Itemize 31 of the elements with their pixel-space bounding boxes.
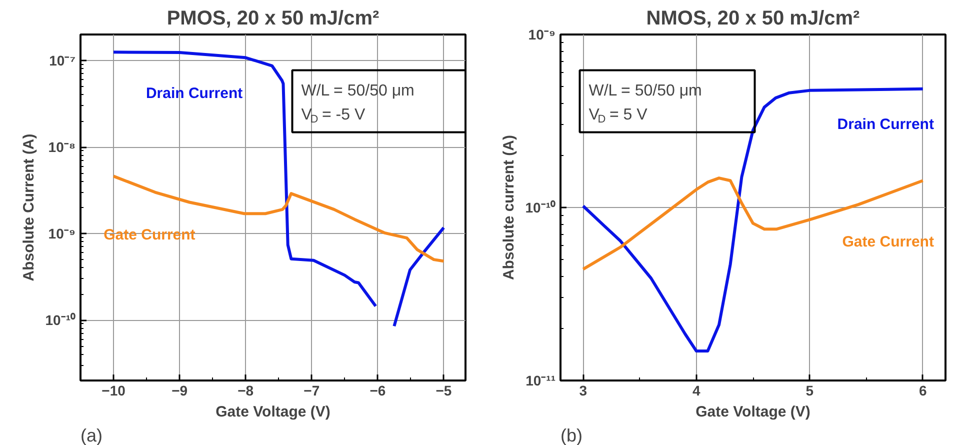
chart-title: PMOS, 20 x 50 mJ/cm² <box>166 8 380 30</box>
y-axis-title: Absolute Current (A) <box>20 134 38 282</box>
y-tick-label: 10⁻¹⁰ <box>525 200 556 216</box>
y-tick-label: 10⁻⁹ <box>528 26 556 42</box>
chart-title: NMOS, 20 x 50 mJ/cm² <box>646 8 860 30</box>
series-label: Gate Current <box>104 226 196 244</box>
y-tick-label: 10⁻⁸ <box>48 139 76 156</box>
series-label: Drain Current <box>146 84 243 102</box>
x-tick-label: −9 <box>172 382 188 398</box>
x-axis-title: Gate Voltage (V) <box>216 404 330 420</box>
x-tick-label: −7 <box>304 382 320 398</box>
x-tick-label: −6 <box>370 382 386 398</box>
y-tick-label: 10⁻⁷ <box>49 52 76 69</box>
annotation: W/L = 50/50 μm <box>301 82 414 100</box>
x-tick-label: 5 <box>806 382 814 398</box>
text: (a) <box>80 426 102 445</box>
annotation: W/L = 50/50 μm <box>588 82 702 100</box>
x-tick-label: −8 <box>238 382 254 398</box>
x-tick-label: 3 <box>579 382 588 398</box>
x-tick-label: 6 <box>918 382 927 398</box>
x-tick-label: 4 <box>692 382 700 398</box>
y-tick-label: 10⁻¹⁰ <box>45 312 76 328</box>
x-axis-title: Gate Voltage (V) <box>696 404 810 420</box>
series-label: Drain Current <box>837 116 934 133</box>
x-tick-label: −5 <box>436 382 452 398</box>
text: (b) <box>560 426 582 445</box>
y-tick-label: 10⁻¹¹ <box>526 372 556 388</box>
y-axis-title: Absolute current (A) <box>500 134 518 280</box>
x-tick-label: −10 <box>102 382 126 398</box>
series-label: Gate Current <box>842 234 934 251</box>
y-tick-label: 10⁻⁹ <box>48 226 76 242</box>
